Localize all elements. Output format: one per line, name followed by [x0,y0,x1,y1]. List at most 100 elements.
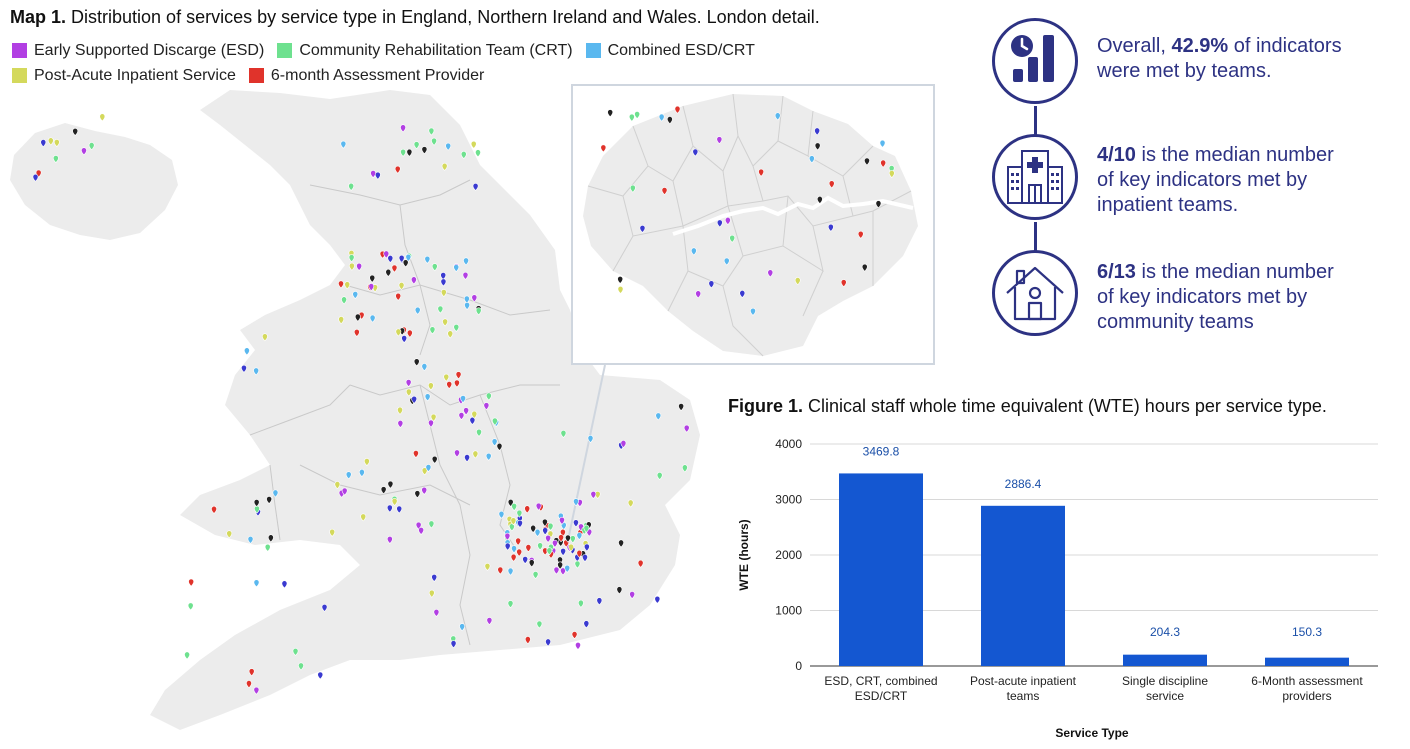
map-pin [341,487,348,496]
map-pin [596,597,603,606]
map-pin [397,420,404,428]
map-pin [272,489,279,498]
map-pin [405,388,412,397]
map-pin [724,217,731,226]
map-pin [504,542,511,551]
map-pin [750,307,756,316]
map-pin [99,113,106,122]
map-pin [340,140,347,149]
map-pin [387,255,394,263]
map-pin [578,599,584,608]
wte-bar-chart: 0 1000 2000 3000 4000 3469.8 ESD, CRT, combine… [737,437,1378,740]
map-pin [618,539,624,548]
map-pin [472,450,479,459]
map-pin [253,499,260,508]
map-pin [774,112,781,121]
borough-boundary [802,270,824,317]
map-pin [532,571,539,580]
map-pin [739,290,746,298]
legend-swatch [12,43,27,58]
map-pin [348,183,355,191]
map-pin [433,609,440,617]
figure-title: Figure 1. Clinical staff whole time equi… [728,396,1327,416]
map-pin [386,504,393,513]
map-pin [690,247,697,256]
map-pin [427,382,434,391]
map-pin [425,464,432,473]
key-stats-panel: Overall, 42.9% of indicators were met by… [990,18,1400,348]
map-pin [879,139,886,148]
map-pin [661,187,668,196]
map-pin [857,230,864,239]
map-pin [475,307,482,316]
clock-chart-icon [992,18,1078,104]
map-pin [692,148,699,157]
map-pin [344,281,351,290]
x-tick-label: teams [1007,689,1040,703]
map-pin [827,223,834,232]
borough-boundary [722,285,764,357]
map-pin [542,518,548,527]
map-pin [421,363,428,372]
map-pin [267,534,274,543]
map-pin [428,520,435,529]
bar [839,473,923,666]
map-pin [394,165,401,174]
map-pin [226,530,233,539]
map-pin [559,516,565,525]
map-pin [816,196,823,204]
map-pin [334,481,341,490]
map-pin [472,183,479,191]
borough-boundary [692,93,739,172]
connector-line [1034,222,1037,252]
map-pin [405,379,412,388]
map-pin [454,379,460,388]
map-pin [429,326,436,335]
x-axis-title: Service Type [1055,726,1128,740]
map-pin [414,490,421,499]
map-pin [463,257,469,266]
y-tick-label: 0 [795,659,802,673]
map-pin [81,147,87,156]
map-pin [576,550,583,558]
map-pin [400,124,406,133]
map-pin [639,225,646,233]
legend-item-post-acute: Post-Acute Inpatient Service [12,67,236,85]
hospital-icon [992,134,1078,220]
map-pin [861,263,868,272]
map-pin [583,543,590,552]
map-pin [241,364,247,373]
borough-boundary [647,105,694,182]
map-pin [430,413,437,422]
map-pin [573,519,579,528]
map-pin [723,257,730,266]
map-pin [617,276,624,284]
london-inset [571,84,935,365]
map-pin [569,535,576,544]
map-pin [374,171,381,180]
map-pins [32,113,690,695]
map-pin [557,561,564,570]
map-pin [354,313,361,322]
map-pin [398,254,405,263]
map-pin [620,440,627,448]
map-pin [629,184,636,193]
map-pin [716,219,723,228]
map-pin [424,255,431,264]
map-pin [188,578,195,587]
map-pin [458,412,465,421]
map-pin [437,305,444,314]
map-pin [413,450,419,459]
map-pin [546,547,553,556]
x-tick-label: Post-acute inpatient [970,674,1077,688]
map-pin [542,527,549,536]
map-pin [341,296,347,305]
map-pin [406,329,413,338]
map-pin [560,548,566,556]
map-pin [454,449,460,458]
map-pin [666,116,673,125]
map-pin [571,631,578,640]
map-pin [348,254,355,263]
map-pin [360,513,367,522]
map-pin [808,155,815,164]
